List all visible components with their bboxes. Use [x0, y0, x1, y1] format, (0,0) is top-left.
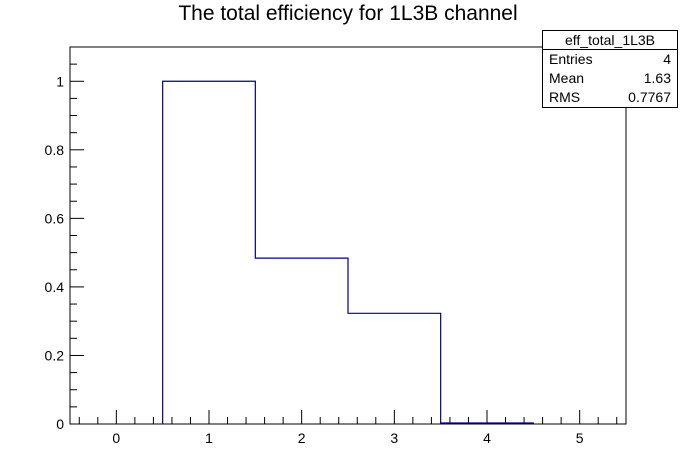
stats-label-entries: Entries — [549, 51, 593, 67]
tick-marks — [70, 46, 618, 425]
y-tick-label: 1 — [56, 73, 64, 89]
stats-row-mean: Mean 1.63 — [543, 69, 677, 88]
stats-row-rms: RMS 0.7767 — [543, 88, 677, 107]
histogram-outline — [162, 80, 534, 424]
y-tick-label: 0.6 — [45, 210, 65, 226]
histogram-bin — [255, 258, 348, 424]
stats-value-entries: 4 — [663, 51, 671, 67]
stats-label-rms: RMS — [549, 89, 581, 105]
stats-label-mean: Mean — [549, 70, 585, 86]
histogram-bin — [441, 423, 534, 424]
y-tick-label: 0.4 — [45, 279, 65, 295]
histogram-bin — [163, 81, 256, 424]
x-tick-label: 1 — [205, 430, 213, 446]
y-tick-label: 0.2 — [45, 347, 65, 363]
x-tick-label: 2 — [298, 430, 306, 446]
stats-box-name: eff_total_1L3B — [543, 31, 677, 50]
stats-box: eff_total_1L3B Entries 4 Mean 1.63 RMS 0… — [542, 30, 678, 108]
x-tick-label: 0 — [112, 430, 120, 446]
y-tick-label: 0.8 — [45, 142, 65, 158]
y-tick-label: 0 — [56, 416, 64, 432]
histogram-series — [162, 80, 534, 424]
stats-value-rms: 0.7767 — [628, 89, 671, 105]
tick-labels: 0 0.2 0.4 0.6 0.8 1 0 1 2 3 4 5 — [45, 73, 584, 446]
histogram-bin — [348, 313, 441, 424]
stats-row-entries: Entries 4 — [543, 50, 677, 69]
x-tick-label: 5 — [576, 430, 584, 446]
stats-value-mean: 1.63 — [643, 70, 671, 86]
chart-title: The total efficiency for 1L3B channel — [178, 2, 518, 25]
x-tick-label: 3 — [390, 430, 398, 446]
x-tick-label: 4 — [483, 430, 491, 446]
